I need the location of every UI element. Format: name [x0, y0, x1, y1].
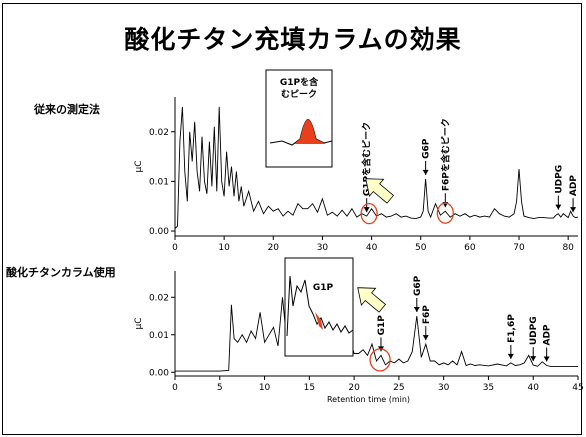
inset-frame: [284, 257, 354, 357]
x-tick-label: 80: [562, 243, 574, 253]
y-tick-label: 0.00: [149, 368, 169, 378]
x-tick-label: 10: [259, 383, 271, 393]
highlight-circle-g1p: [360, 203, 378, 225]
peak-label: G1Pを含むピーク: [361, 122, 373, 196]
peak-label: F6P: [422, 305, 432, 324]
inset-label: G1Pを含: [280, 76, 319, 88]
x-tick-label: 15: [304, 383, 315, 393]
peak-label: G1P: [377, 315, 387, 336]
panel-label-conventional: 従来の測定法: [34, 103, 100, 116]
peak-label: G6P: [422, 138, 432, 159]
block-arrow-shape: [365, 178, 395, 204]
y-axis-label: μC: [134, 317, 144, 329]
x-tick-label: 0: [172, 383, 178, 393]
annotation-arrow-head: [543, 356, 550, 362]
y-tick-label: 0.01: [149, 177, 169, 187]
zoom-inset: G1P: [284, 257, 354, 357]
pointer-arrow: [357, 287, 387, 313]
annotation-arrow-head: [530, 356, 537, 362]
x-tick-label: 25: [393, 383, 404, 393]
block-arrow-shape: [357, 287, 387, 313]
inset-highlight-peak: [315, 312, 323, 330]
y-axis-label: μC: [134, 160, 144, 172]
slide-title: 酸化チタン充填カラムの効果: [124, 25, 462, 54]
annotation-arrow-head: [422, 335, 429, 341]
pointer-arrow: [365, 178, 395, 204]
annotation-arrow-head: [422, 169, 429, 175]
peak-label: ADP: [543, 324, 553, 345]
x-tick-label: 20: [268, 243, 280, 253]
inset-label: むピーク: [281, 88, 317, 100]
highlight-circle-f6p: [436, 202, 454, 224]
x-tick-label: 60: [464, 243, 476, 253]
x-tick-label: 45: [572, 383, 583, 393]
peak-label: ADP: [569, 175, 579, 196]
x-tick-label: 20: [348, 383, 360, 393]
x-axis-label: Retention time (min): [327, 395, 410, 404]
annotation-arrow-head: [507, 353, 514, 359]
x-tick-label: 0: [172, 243, 178, 253]
x-tick-label: 40: [527, 383, 539, 393]
panel-label-titania: 酸化チタンカラム使用: [6, 266, 116, 279]
x-tick-label: 10: [218, 243, 230, 253]
annotation-arrow-head: [413, 307, 420, 312]
x-tick-label: 70: [513, 243, 525, 253]
peak-label: UDPG: [529, 316, 539, 345]
inset-highlight-peak: [294, 119, 326, 144]
peak-label: F1,6P: [507, 314, 517, 343]
x-tick-label: 35: [483, 383, 494, 393]
annotation-arrow-head: [570, 207, 577, 213]
y-tick-label: 0.01: [149, 331, 169, 341]
x-tick-label: 5: [217, 383, 223, 393]
peak-label: UDPG: [554, 165, 564, 194]
x-tick-label: 30: [317, 243, 329, 253]
y-tick-label: 0.02: [149, 293, 169, 303]
peak-label: G6P: [413, 275, 423, 296]
x-tick-label: 40: [366, 243, 378, 253]
inset-frame: [265, 69, 333, 168]
y-tick-label: 0.00: [149, 227, 169, 237]
y-tick-label: 0.02: [149, 128, 169, 138]
zoom-inset: G1Pを含むピーク: [265, 69, 333, 168]
x-tick-label: 50: [415, 243, 427, 253]
annotation-arrow-head: [555, 204, 562, 210]
chromatogram-trace: [175, 297, 578, 372]
peak-label: F6Pを含むピーク: [439, 118, 451, 191]
x-tick-label: 30: [438, 383, 450, 393]
inset-label: G1P: [313, 283, 334, 293]
slide-frame: [2, 3, 582, 435]
annotation-arrow-head: [363, 207, 370, 213]
chromatogram-trace: [174, 106, 579, 229]
highlight-circle-g1p: [369, 348, 391, 372]
